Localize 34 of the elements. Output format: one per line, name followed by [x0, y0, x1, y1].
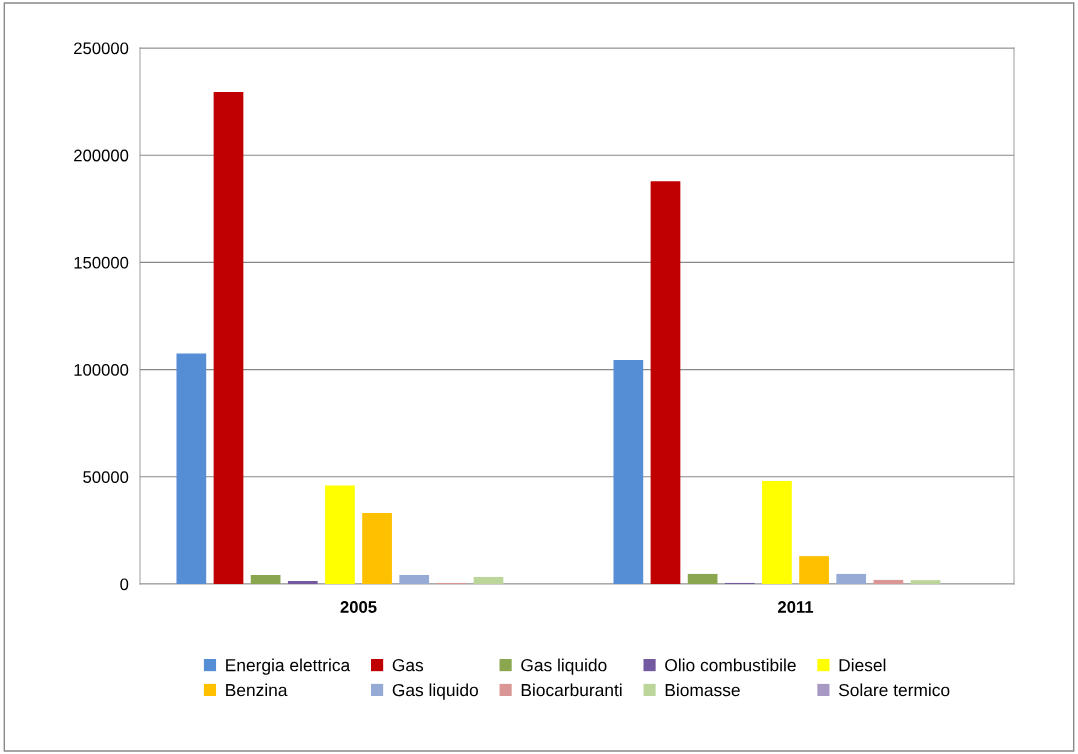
- legend-label: Energia elettrica: [226, 658, 351, 675]
- legend-label: Biomasse: [665, 683, 740, 697]
- legend-label: Gas: [392, 659, 424, 672]
- bar: [762, 481, 792, 584]
- y-tick-label: 200000: [74, 149, 129, 162]
- y-tick-label: 50000: [83, 471, 129, 483]
- bar: [473, 576, 504, 584]
- y-tick-label: 250000: [74, 42, 129, 55]
- bar: [799, 556, 829, 584]
- legend-label: Gas liquido: [392, 683, 478, 700]
- bar: [325, 485, 355, 584]
- legend-label: Biocarburanti: [521, 683, 622, 697]
- bar: [650, 181, 681, 584]
- bar: [910, 580, 941, 584]
- y-tick-label: 0: [120, 578, 129, 591]
- x-tick-label: 2005: [340, 601, 377, 613]
- y-tick-label: 100000: [74, 364, 129, 376]
- bar: [687, 573, 718, 584]
- bar: [399, 575, 430, 584]
- y-tick-label: 150000: [74, 256, 129, 269]
- bar: [873, 579, 904, 584]
- legend-label: Gas liquido: [521, 658, 607, 675]
- x-tick-label: 2011: [778, 601, 814, 613]
- bar: [213, 91, 244, 584]
- legend-label: Solare termico: [838, 683, 950, 697]
- bar: [362, 513, 392, 584]
- bar: [250, 575, 281, 584]
- legend-label: Diesel: [839, 658, 886, 672]
- bar: [613, 359, 644, 584]
- legend-label: Olio combustibile: [665, 658, 796, 672]
- bar: [176, 353, 207, 584]
- legend-label: Benzina: [226, 683, 288, 697]
- bar: [836, 573, 867, 584]
- bar: [287, 581, 318, 584]
